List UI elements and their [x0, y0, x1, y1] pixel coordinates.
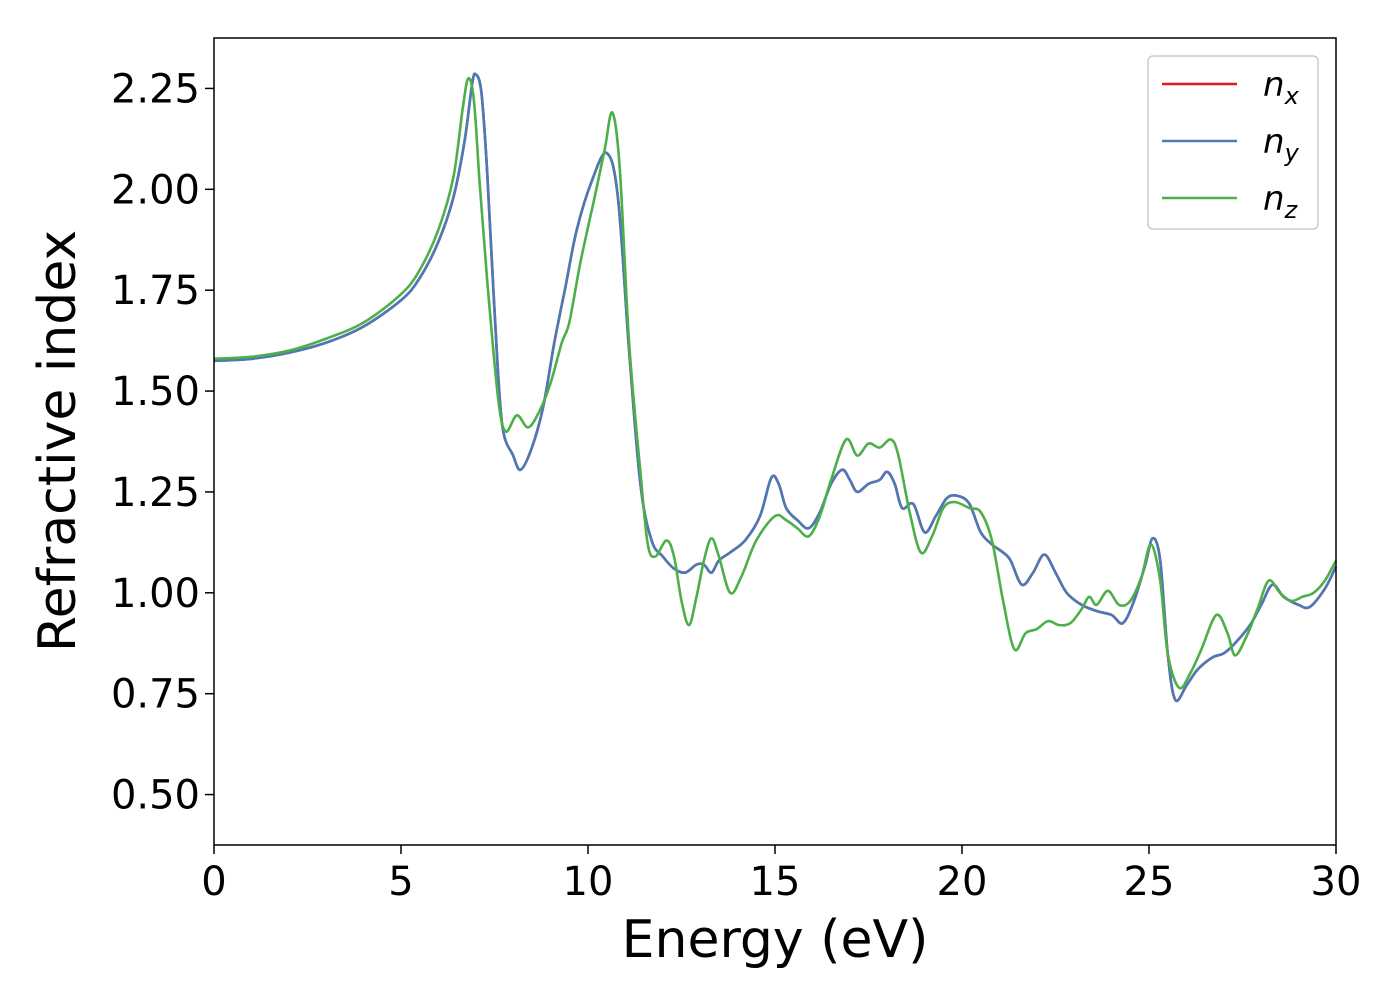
y-tick-label: 0.50	[111, 773, 200, 819]
x-tick-label: 10	[563, 859, 614, 905]
y-axis-ticks: 0.50 0.75 1.00 1.25 1.50 1.75 2.00 2.25	[111, 66, 214, 819]
x-axis-ticks: 0 5 10 15 20 25 30	[201, 845, 1361, 905]
legend-label-y: ny	[1263, 122, 1300, 167]
series-line-z	[213, 76, 1338, 690]
y-tick-label: 1.25	[111, 470, 200, 516]
y-tick-label: 1.75	[111, 268, 200, 314]
x-tick-label: 15	[750, 859, 801, 905]
legend-box	[1147, 55, 1319, 230]
x-tick-label: 25	[1124, 859, 1175, 905]
x-tick-label: 5	[388, 859, 413, 905]
y-tick-label: 2.25	[111, 66, 200, 112]
y-tick-label: 1.50	[111, 369, 200, 415]
x-tick-label: 30	[1311, 859, 1362, 905]
x-tick-label: 20	[937, 859, 988, 905]
x-axis-title: Energy (eV)	[622, 910, 929, 970]
y-tick-label: 2.00	[111, 167, 200, 213]
x-tick-label: 0	[201, 859, 226, 905]
y-tick-label: 1.00	[111, 571, 200, 617]
y-axis-title: Refractive index	[28, 230, 88, 652]
y-tick-label: 0.75	[111, 672, 200, 718]
series-group	[213, 72, 1338, 703]
